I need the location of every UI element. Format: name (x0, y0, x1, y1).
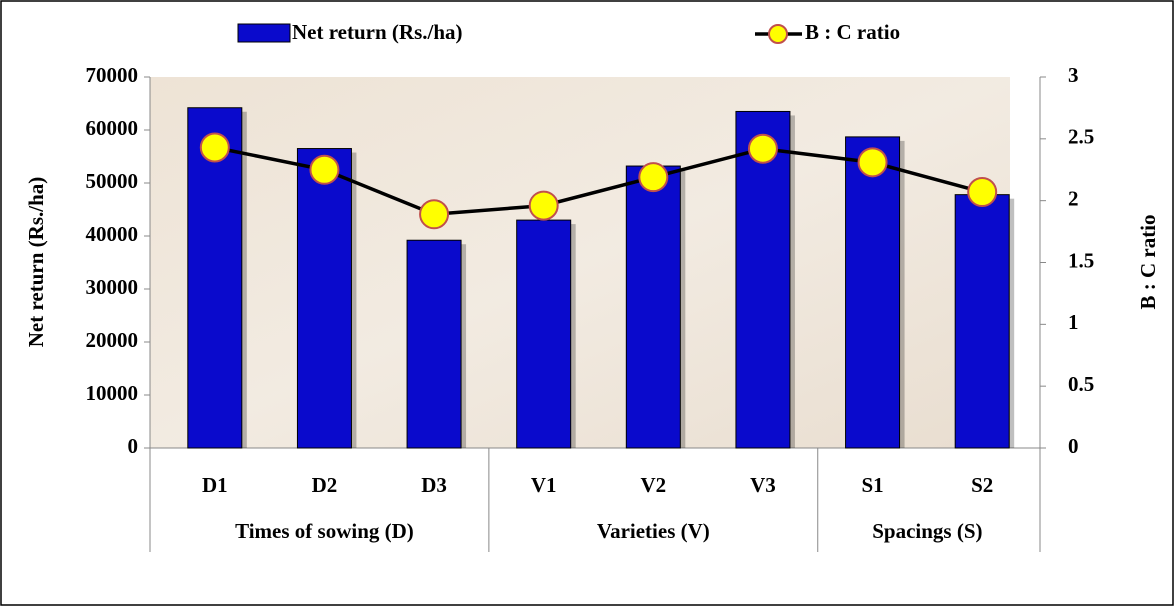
y-tick-label: 20000 (86, 328, 139, 352)
line-marker (857, 147, 888, 178)
x-tick-label: V2 (640, 473, 666, 497)
bar (516, 219, 572, 449)
bar (735, 110, 791, 449)
y-tick-label: 40000 (86, 222, 139, 246)
x-tick-label: D3 (421, 473, 447, 497)
x-tick-label: D2 (312, 473, 338, 497)
bar (187, 107, 243, 449)
line-marker (528, 190, 559, 221)
line (214, 145, 983, 217)
legend-label: Net return (Rs./ha) (292, 20, 463, 44)
group-label: Varieties (V) (597, 519, 710, 543)
x-tick-label: S2 (971, 473, 993, 497)
bar (625, 165, 681, 449)
y2-tick-label: 3 (1068, 63, 1079, 87)
x-tick-label: V3 (750, 473, 776, 497)
line-marker (638, 162, 669, 193)
bar (954, 194, 1010, 449)
legend-swatch-marker (768, 24, 788, 44)
group-label: Times of sowing (D) (235, 519, 414, 543)
x-tick-label: S1 (861, 473, 883, 497)
line-marker (967, 177, 998, 208)
bar (845, 136, 901, 449)
line-marker (747, 133, 778, 164)
y-tick-label: 0 (128, 434, 139, 458)
line-marker (419, 199, 450, 230)
legend-label: B : C ratio (805, 20, 900, 44)
y-axis-title: Net return (Rs./ha) (24, 177, 48, 348)
y2-tick-label: 2.5 (1068, 125, 1094, 149)
bar (296, 148, 352, 449)
line-marker (199, 132, 230, 163)
bar (406, 239, 462, 449)
y2-axis-title: B : C ratio (1136, 214, 1160, 309)
y2-tick-label: 0 (1068, 434, 1079, 458)
y-tick-label: 30000 (86, 275, 139, 299)
y-tick-label: 70000 (86, 63, 139, 87)
y-tick-label: 50000 (86, 169, 139, 193)
y2-tick-label: 1 (1068, 310, 1079, 334)
y-tick-label: 60000 (86, 116, 139, 140)
y2-tick-label: 2 (1068, 186, 1079, 210)
group-label: Spacings (S) (872, 519, 982, 543)
x-tick-label: D1 (202, 473, 228, 497)
y-tick-label: 10000 (86, 381, 139, 405)
x-tick-label: V1 (531, 473, 557, 497)
line-marker (309, 154, 340, 185)
y2-tick-label: 1.5 (1068, 248, 1094, 272)
y2-tick-label: 0.5 (1068, 372, 1094, 396)
legend-swatch-bar (237, 23, 291, 43)
